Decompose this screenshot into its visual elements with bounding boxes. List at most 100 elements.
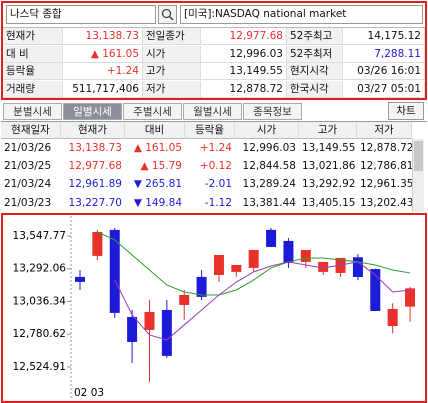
table-cell: 12,844.58: [242, 160, 296, 173]
candle-body: [352, 257, 363, 277]
table-cell: 13,149.55: [302, 142, 356, 154]
chart-button[interactable]: 차트: [388, 102, 424, 120]
quote-panel: 나스닥 종합 [미국]:NASDAQ national market 현재가 13…: [1, 1, 427, 100]
quote-value: 13,138.73: [63, 28, 143, 45]
y-tick-label: 13,292.06: [13, 263, 67, 275]
table-header: 저가: [357, 122, 412, 139]
search-icon: [161, 8, 174, 21]
table-cell: 13,289.24: [242, 178, 296, 191]
quote-label: 52주최저: [287, 45, 343, 63]
candle-body: [248, 250, 259, 268]
table-cell: 13,381.44: [242, 196, 296, 209]
table-cell: -1.12: [204, 196, 232, 209]
candle-body: [92, 231, 103, 256]
y-tick-label: 12,524.91: [13, 361, 66, 373]
candle-body: [370, 269, 381, 311]
search-button[interactable]: [158, 5, 177, 24]
table-cell: 13,138.73: [68, 142, 122, 154]
quote-label: 등락율: [3, 63, 63, 81]
quote-label: 저가: [143, 81, 201, 99]
table-cell: -2.01: [204, 178, 232, 191]
table-header: 등락율: [185, 122, 235, 139]
tab[interactable]: 주별시세: [123, 103, 182, 120]
table-cell: 12,786.81: [360, 160, 412, 173]
quote-label: 전일종가: [143, 28, 201, 45]
quote-label: 현재가: [3, 28, 63, 45]
table-cell: 13,405.15: [302, 196, 356, 209]
table-cell: 12,878.72: [360, 142, 412, 154]
candle-body: [231, 265, 242, 272]
table-header: 현재가: [61, 122, 125, 139]
tab[interactable]: 종목정보: [243, 103, 302, 120]
table-cell: 12,977.68: [68, 160, 122, 173]
quote-value: 12,996.03: [201, 45, 287, 63]
quote-value: ▲ 161.05: [63, 45, 143, 63]
tab[interactable]: 일별시세: [63, 103, 122, 120]
chart-panel: [1, 213, 427, 403]
quote-label: 시가: [143, 45, 201, 63]
table-header: 대비: [125, 122, 185, 139]
quote-value: 03/27 05:01: [343, 81, 425, 99]
quote-value: +1.24: [63, 63, 143, 81]
tab[interactable]: 월별시세: [183, 103, 242, 120]
daily-table: 현재일자 현재가 대비 등락율 시가 고가 저가 21/03/26 13,138.73 ▲ 161…: [1, 121, 427, 213]
y-tick-label: 13,036.34: [13, 295, 67, 307]
candle-body: [266, 229, 277, 247]
tab[interactable]: 분별시세: [3, 103, 62, 120]
candle-body: [300, 250, 311, 262]
quote-label: 52주최고: [287, 28, 343, 45]
table-cell: +0.12: [199, 160, 232, 173]
market-field: [미국]:NASDAQ national market: [180, 5, 423, 24]
table-header: 현재일자: [1, 122, 61, 139]
quote-label: 현지시각: [287, 63, 343, 81]
candle-body: [387, 308, 398, 327]
y-tick-label: 13,547.77: [13, 230, 66, 242]
candle-body: [213, 255, 224, 275]
quote-value: 7,288.11: [343, 45, 425, 63]
table-cell: 12,996.03: [242, 142, 296, 154]
candle-body: [405, 288, 416, 307]
quote-label: 거래량: [3, 81, 63, 99]
quote-value: 12,878.72: [201, 81, 287, 99]
candle-body: [144, 312, 155, 330]
candle-body: [318, 261, 329, 272]
quote-grid: 현재가 13,138.73 전일종가 12,977.68 52주최고 14,175.12 대…: [3, 27, 425, 99]
table-cell: 13,227.70: [68, 196, 122, 209]
quote-value: 14,175.12: [343, 28, 425, 45]
table-cell: 13,292.92: [302, 178, 356, 191]
table-cell: 12,961.89: [68, 178, 122, 191]
candle-body: [283, 240, 294, 263]
table-cell: ▼ 265.81: [133, 178, 182, 191]
quote-value: 511,717,406: [63, 81, 143, 99]
table-cell: +1.24: [199, 142, 232, 154]
candle-body: [161, 309, 172, 356]
table-header: 고가: [299, 122, 357, 139]
x-tick-label: 02 03: [74, 387, 104, 399]
table-cell: 21/03/24: [4, 178, 52, 191]
quote-value: 13,149.55: [201, 63, 287, 81]
candle-body: [196, 276, 207, 297]
candle-body: [179, 294, 190, 305]
table-cell: 21/03/23: [4, 196, 52, 209]
quote-value: 12,977.68: [201, 28, 287, 45]
y-tick-label: 12,780.62: [13, 328, 66, 340]
moving-average: [114, 261, 411, 341]
table-cell: 13,021.86: [302, 160, 356, 173]
quote-label: 대 비: [3, 45, 63, 63]
table-cell: 12,961.35: [360, 178, 412, 191]
table-cell: ▲ 15.79: [140, 160, 182, 173]
table-cell: ▼ 149.84: [133, 196, 182, 209]
quote-label: 한국시각: [287, 81, 343, 99]
quote-value: 03/26 16:01: [343, 63, 425, 81]
scrollbar[interactable]: [412, 139, 424, 212]
candle-body: [109, 229, 120, 313]
table-cell: 21/03/26: [4, 142, 52, 154]
search-input[interactable]: 나스닥 종합: [6, 5, 156, 24]
table-cell: 21/03/25: [4, 160, 52, 173]
table-cell: ▲ 161.05: [133, 142, 182, 154]
scroll-thumb[interactable]: [414, 141, 423, 171]
table-cell: 13,202.43: [360, 196, 412, 209]
quote-label: 고가: [143, 63, 201, 81]
